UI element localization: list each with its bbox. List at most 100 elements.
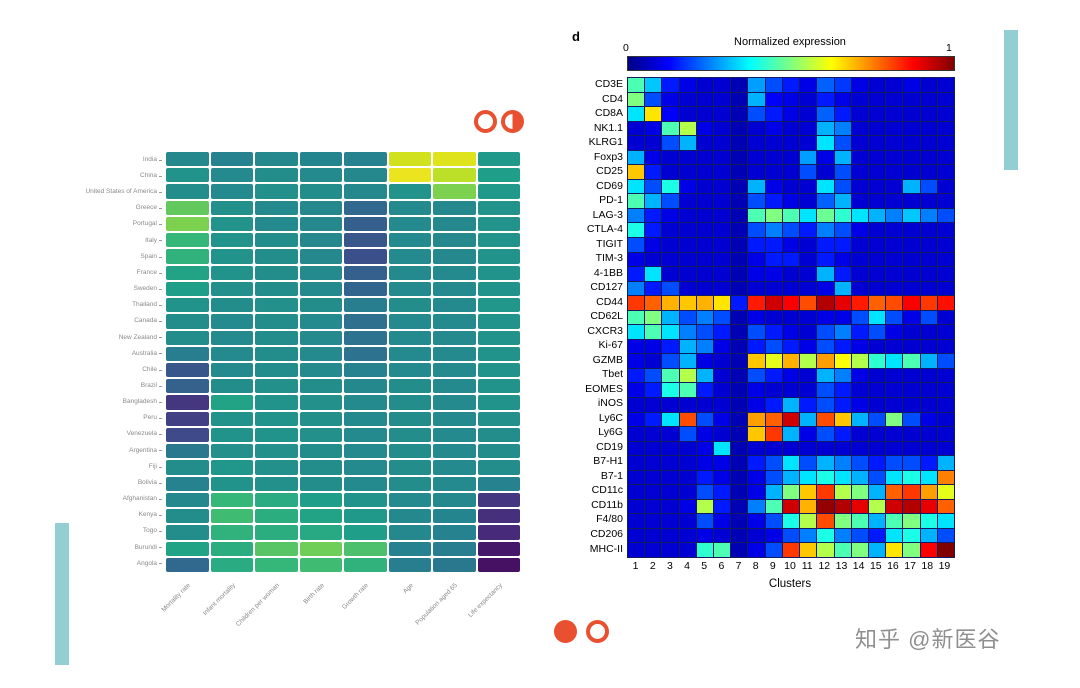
heatmap-cell bbox=[714, 310, 731, 325]
heatmap-cell bbox=[800, 281, 817, 296]
marker-label: CD8A bbox=[594, 107, 623, 120]
heatmap-cell bbox=[299, 492, 342, 508]
cluster-label: 15 bbox=[869, 560, 882, 572]
heatmap-cell bbox=[765, 456, 782, 470]
heatmap-cell bbox=[765, 136, 782, 150]
heatmap-cell bbox=[210, 330, 253, 345]
heatmap-cell bbox=[645, 441, 662, 456]
heatmap-cell bbox=[433, 525, 476, 540]
heatmap-cell bbox=[210, 525, 253, 540]
country-label: Portugal bbox=[38, 217, 162, 233]
heatmap-cell bbox=[388, 492, 431, 508]
heatmap-cell bbox=[255, 541, 298, 556]
heatmap-cell bbox=[344, 525, 387, 540]
heatmap-cell bbox=[477, 346, 520, 361]
heatmap-cell bbox=[817, 514, 834, 528]
heatmap-cell bbox=[433, 233, 476, 248]
heatmap-cell bbox=[344, 298, 387, 313]
heatmap-cell bbox=[628, 267, 645, 281]
heatmap-cell bbox=[645, 92, 662, 107]
heatmap-cell bbox=[765, 78, 782, 92]
heatmap-cell bbox=[662, 543, 679, 557]
heatmap-cell bbox=[388, 541, 431, 556]
heatmap-cell bbox=[714, 238, 731, 252]
heatmap-cell bbox=[868, 136, 886, 150]
heatmap-cell bbox=[696, 296, 714, 310]
heatmap-cell bbox=[782, 92, 800, 107]
heatmap-cell bbox=[299, 216, 342, 232]
heatmap-cell bbox=[765, 368, 782, 383]
heatmap-cell bbox=[662, 165, 679, 179]
heatmap-cell bbox=[388, 509, 431, 524]
heatmap-cell bbox=[851, 456, 868, 470]
heatmap-cell bbox=[851, 194, 868, 208]
heatmap-cell bbox=[937, 485, 954, 499]
heatmap-cell bbox=[800, 441, 817, 456]
heatmap-cell bbox=[851, 339, 868, 354]
heatmap-cell bbox=[765, 412, 782, 427]
heatmap-cell bbox=[903, 543, 920, 557]
heatmap-cell bbox=[937, 194, 954, 208]
cluster-label: 13 bbox=[835, 560, 848, 572]
heatmap-cell bbox=[920, 310, 937, 325]
heatmap-cell bbox=[886, 528, 903, 543]
heatmap-cell bbox=[937, 412, 954, 427]
heatmap-cell bbox=[937, 121, 954, 136]
marker-label: CD11c bbox=[591, 484, 623, 497]
heatmap-cell bbox=[166, 152, 209, 167]
heatmap-cell bbox=[834, 383, 851, 397]
heatmap-cell bbox=[800, 339, 817, 354]
heatmap-cell bbox=[782, 543, 800, 557]
heatmap-cell bbox=[834, 194, 851, 208]
heatmap-cell bbox=[886, 165, 903, 179]
heatmap-cell bbox=[679, 281, 696, 296]
heatmap-cell bbox=[748, 398, 765, 412]
heatmap-cell bbox=[210, 427, 253, 443]
colorbar-min-label: 0 bbox=[623, 42, 629, 54]
heatmap-cell bbox=[886, 208, 903, 223]
heatmap-cell bbox=[920, 267, 937, 281]
heatmap-cell bbox=[903, 485, 920, 499]
heatmap-cell bbox=[645, 456, 662, 470]
cluster-label: 17 bbox=[904, 560, 916, 572]
heatmap-cell bbox=[748, 194, 765, 208]
heatmap-cell bbox=[765, 485, 782, 499]
heatmap-cell bbox=[748, 267, 765, 281]
heatmap-cell bbox=[714, 441, 731, 456]
heatmap-cell bbox=[714, 412, 731, 427]
heatmap-cell bbox=[731, 456, 748, 470]
heatmap-cell bbox=[920, 456, 937, 470]
heatmap-cell bbox=[782, 441, 800, 456]
cluster-label: 3 bbox=[666, 560, 673, 572]
heatmap-cell bbox=[937, 354, 954, 368]
heatmap-cell bbox=[868, 121, 886, 136]
heatmap-cell bbox=[851, 354, 868, 368]
heatmap-cell bbox=[868, 368, 886, 383]
heatmap-cell bbox=[696, 485, 714, 499]
heatmap-cell bbox=[886, 368, 903, 383]
heatmap-cell bbox=[344, 216, 387, 232]
heatmap-cell bbox=[696, 281, 714, 296]
marker-label: PD-1 bbox=[599, 194, 623, 207]
heatmap-cell bbox=[714, 165, 731, 179]
heatmap-cell bbox=[868, 267, 886, 281]
heatmap-cell bbox=[679, 92, 696, 107]
heatmap-cell bbox=[344, 476, 387, 491]
heatmap-cell bbox=[868, 470, 886, 485]
heatmap-cell bbox=[714, 470, 731, 485]
heatmap-cell bbox=[679, 150, 696, 165]
heatmap-cell bbox=[834, 281, 851, 296]
heatmap-cell bbox=[920, 383, 937, 397]
heatmap-cell bbox=[782, 150, 800, 165]
heatmap-cell bbox=[714, 296, 731, 310]
heatmap-cell bbox=[210, 557, 253, 572]
heatmap-cell bbox=[299, 525, 342, 540]
heatmap-cell bbox=[851, 150, 868, 165]
heatmap-cell bbox=[662, 383, 679, 397]
heatmap-cell bbox=[731, 165, 748, 179]
country-label: China bbox=[38, 168, 162, 184]
heatmap-cell bbox=[800, 499, 817, 514]
heatmap-cell bbox=[817, 238, 834, 252]
heatmap-cell bbox=[714, 136, 731, 150]
heatmap-cell bbox=[696, 194, 714, 208]
